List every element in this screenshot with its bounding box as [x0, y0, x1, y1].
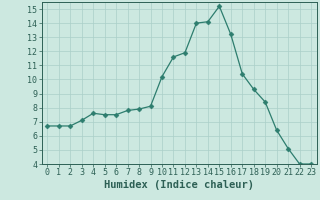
X-axis label: Humidex (Indice chaleur): Humidex (Indice chaleur) — [104, 180, 254, 190]
